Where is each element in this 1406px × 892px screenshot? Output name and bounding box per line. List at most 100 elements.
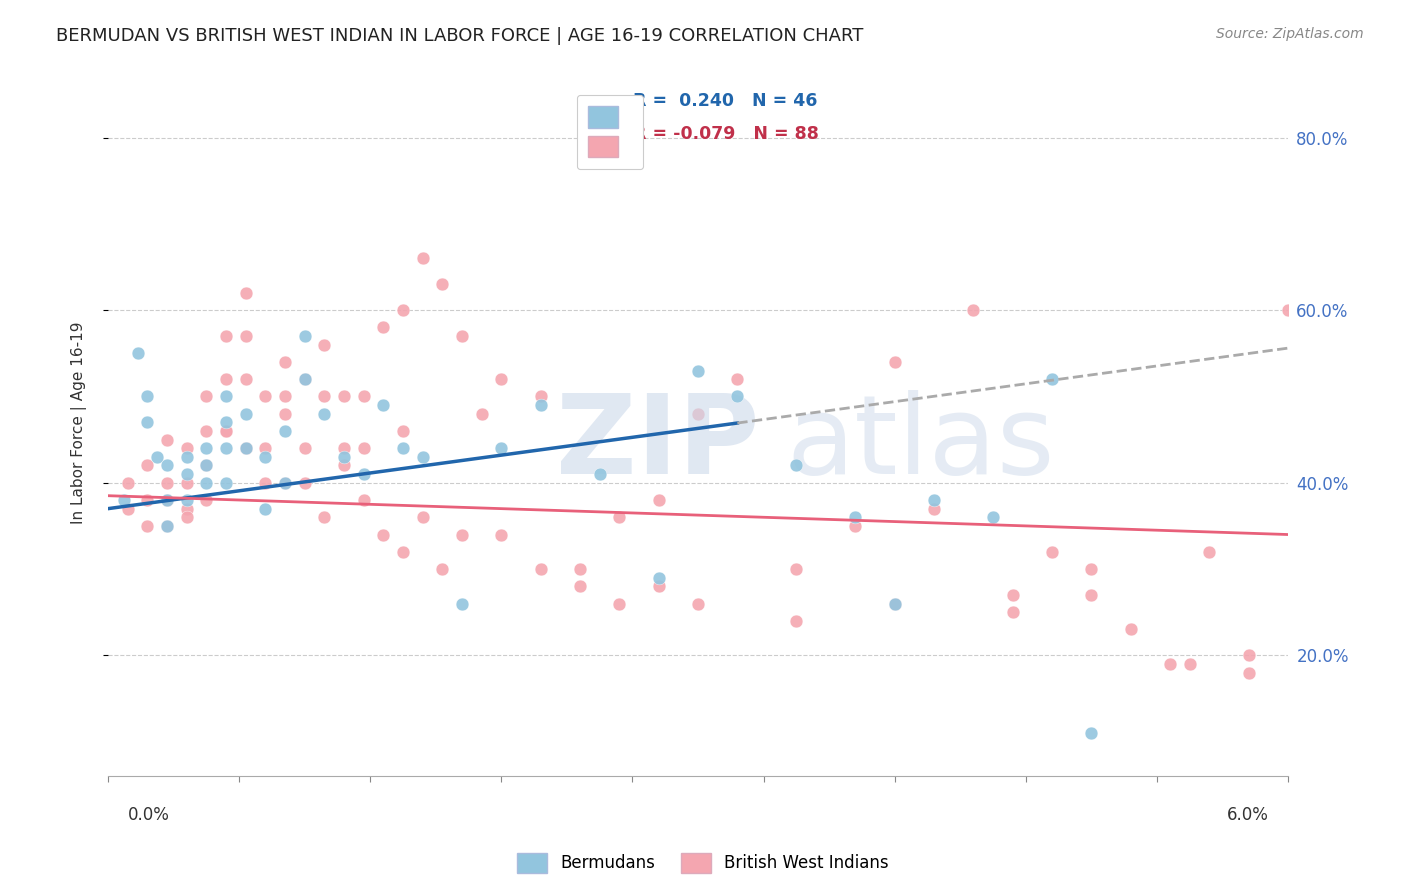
Point [883,597,905,611]
Point [785,458,807,473]
Point [922,501,945,516]
Point [353,442,375,456]
Point [392,424,415,438]
Point [1198,545,1220,559]
Point [156,433,179,447]
Point [844,519,866,533]
Point [235,372,257,386]
Point [176,493,198,508]
Point [215,415,238,429]
Point [176,501,198,516]
Point [294,475,316,490]
Text: ZIP: ZIP [557,390,759,497]
Point [215,424,238,438]
Point [215,329,238,343]
Point [530,389,553,403]
Point [274,355,297,369]
Point [215,389,238,403]
Text: 0.0%: 0.0% [128,806,170,824]
Point [432,277,454,292]
Point [725,372,748,386]
Point [373,320,395,334]
Point [215,475,238,490]
Point [333,442,356,456]
Point [962,303,984,318]
Point [432,562,454,576]
Point [1080,588,1102,602]
Point [1080,562,1102,576]
Point [176,467,198,482]
Point [569,562,592,576]
Point [451,527,474,541]
Point [353,493,375,508]
Point [647,571,669,585]
Point [156,519,179,533]
Point [294,329,316,343]
Point [156,458,179,473]
Point [156,493,179,508]
Point [254,501,277,516]
Point [176,450,198,464]
Point [195,442,218,456]
Point [274,475,297,490]
Point [195,424,218,438]
Point [883,355,905,369]
Point [1001,588,1024,602]
Point [294,372,316,386]
Point [373,398,395,412]
Point [314,337,336,351]
Point [314,407,336,421]
Point [589,467,612,482]
Legend: Bermudans, British West Indians: Bermudans, British West Indians [510,847,896,880]
Point [1277,303,1299,318]
Point [117,501,139,516]
Text: 6.0%: 6.0% [1226,806,1268,824]
Legend: , : , [576,95,643,169]
Point [491,442,513,456]
Point [254,450,277,464]
Point [274,475,297,490]
Point [136,458,159,473]
Point [176,510,198,524]
Point [274,389,297,403]
Point [530,562,553,576]
Point [392,545,415,559]
Text: R =  0.240   N = 46: R = 0.240 N = 46 [633,92,817,110]
Point [1178,657,1201,671]
Point [647,579,669,593]
Point [112,493,135,508]
Point [353,467,375,482]
Point [146,450,169,464]
Point [1001,605,1024,619]
Point [686,407,709,421]
Point [1237,648,1260,663]
Point [215,372,238,386]
Point [333,458,356,473]
Point [1119,623,1142,637]
Point [1040,372,1063,386]
Point [235,285,257,300]
Point [609,597,631,611]
Point [471,407,494,421]
Point [314,510,336,524]
Point [195,458,218,473]
Point [195,389,218,403]
Point [491,527,513,541]
Point [922,493,945,508]
Point [333,450,356,464]
Point [392,303,415,318]
Point [136,415,159,429]
Point [254,442,277,456]
Point [235,329,257,343]
Point [609,510,631,524]
Point [314,389,336,403]
Point [254,475,277,490]
Point [156,475,179,490]
Point [1080,726,1102,740]
Text: R = -0.079   N = 88: R = -0.079 N = 88 [633,125,820,144]
Y-axis label: In Labor Force | Age 16-19: In Labor Force | Age 16-19 [72,321,87,524]
Point [294,442,316,456]
Point [412,450,434,464]
Point [569,579,592,593]
Point [215,424,238,438]
